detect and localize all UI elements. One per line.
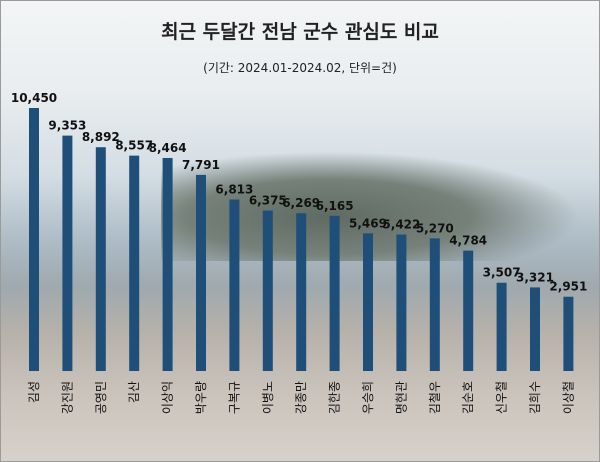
x-tick-label: 강진원 bbox=[60, 381, 74, 414]
data-label: 10,450 bbox=[11, 91, 57, 105]
bar bbox=[95, 147, 106, 371]
data-label: 6,813 bbox=[215, 183, 253, 197]
x-tick-label: 김순호 bbox=[461, 381, 475, 414]
x-tick-label: 강종만 bbox=[294, 381, 308, 414]
bar bbox=[229, 199, 240, 371]
x-tick-label: 김성 bbox=[27, 381, 41, 403]
x-tick-label: 김한종 bbox=[328, 381, 342, 414]
x-tick-label: 신우철 bbox=[495, 381, 509, 414]
x-tick-label: 김희수 bbox=[528, 381, 542, 414]
bar bbox=[396, 234, 407, 371]
x-tick-label: 박우량 bbox=[194, 381, 208, 414]
bar bbox=[530, 287, 540, 371]
data-label: 9,353 bbox=[48, 119, 86, 133]
data-label: 4,784 bbox=[449, 234, 487, 248]
data-label: 6,375 bbox=[249, 194, 287, 208]
x-tick-label: 이상철 bbox=[561, 381, 575, 414]
data-label: 3,507 bbox=[483, 266, 521, 280]
bar bbox=[162, 157, 173, 371]
bar bbox=[429, 238, 440, 371]
data-label: 2,951 bbox=[549, 280, 587, 294]
chart-title: 최근 두달간 전남 군수 관심도 비교 bbox=[161, 21, 439, 43]
bar bbox=[29, 108, 39, 371]
data-label: 3,321 bbox=[516, 270, 554, 284]
bar bbox=[262, 210, 273, 371]
x-tick-label: 김산 bbox=[127, 381, 141, 403]
x-tick-label: 우승희 bbox=[361, 381, 375, 414]
data-label: 6,269 bbox=[282, 196, 320, 210]
data-label: 8,892 bbox=[82, 130, 120, 144]
bar bbox=[62, 135, 73, 371]
bar bbox=[496, 282, 507, 371]
x-tick-label: 구복규 bbox=[227, 381, 241, 414]
bar bbox=[363, 233, 373, 371]
data-label: 5,422 bbox=[382, 218, 420, 232]
data-label: 5,270 bbox=[416, 221, 454, 235]
x-tick-label: 공영민 bbox=[94, 381, 108, 414]
chart-subtitle: (기간: 2024.01-2024.02, 단위=건) bbox=[203, 61, 397, 75]
data-label: 5,469 bbox=[349, 216, 387, 230]
bar bbox=[296, 213, 307, 371]
x-tick-label: 이상익 bbox=[161, 381, 175, 414]
data-label: 7,791 bbox=[182, 158, 220, 172]
data-label: 6,165 bbox=[316, 199, 354, 213]
bar bbox=[563, 296, 574, 371]
bar bbox=[329, 215, 340, 371]
x-tick-label: 김철우 bbox=[428, 381, 442, 414]
data-label: 8,557 bbox=[115, 139, 153, 153]
bar bbox=[196, 174, 206, 371]
bar bbox=[129, 155, 140, 371]
x-tick-label: 명현관 bbox=[394, 381, 408, 414]
bar bbox=[463, 250, 474, 371]
data-label: 8,464 bbox=[149, 141, 187, 155]
x-tick-label: 이병노 bbox=[261, 381, 275, 414]
